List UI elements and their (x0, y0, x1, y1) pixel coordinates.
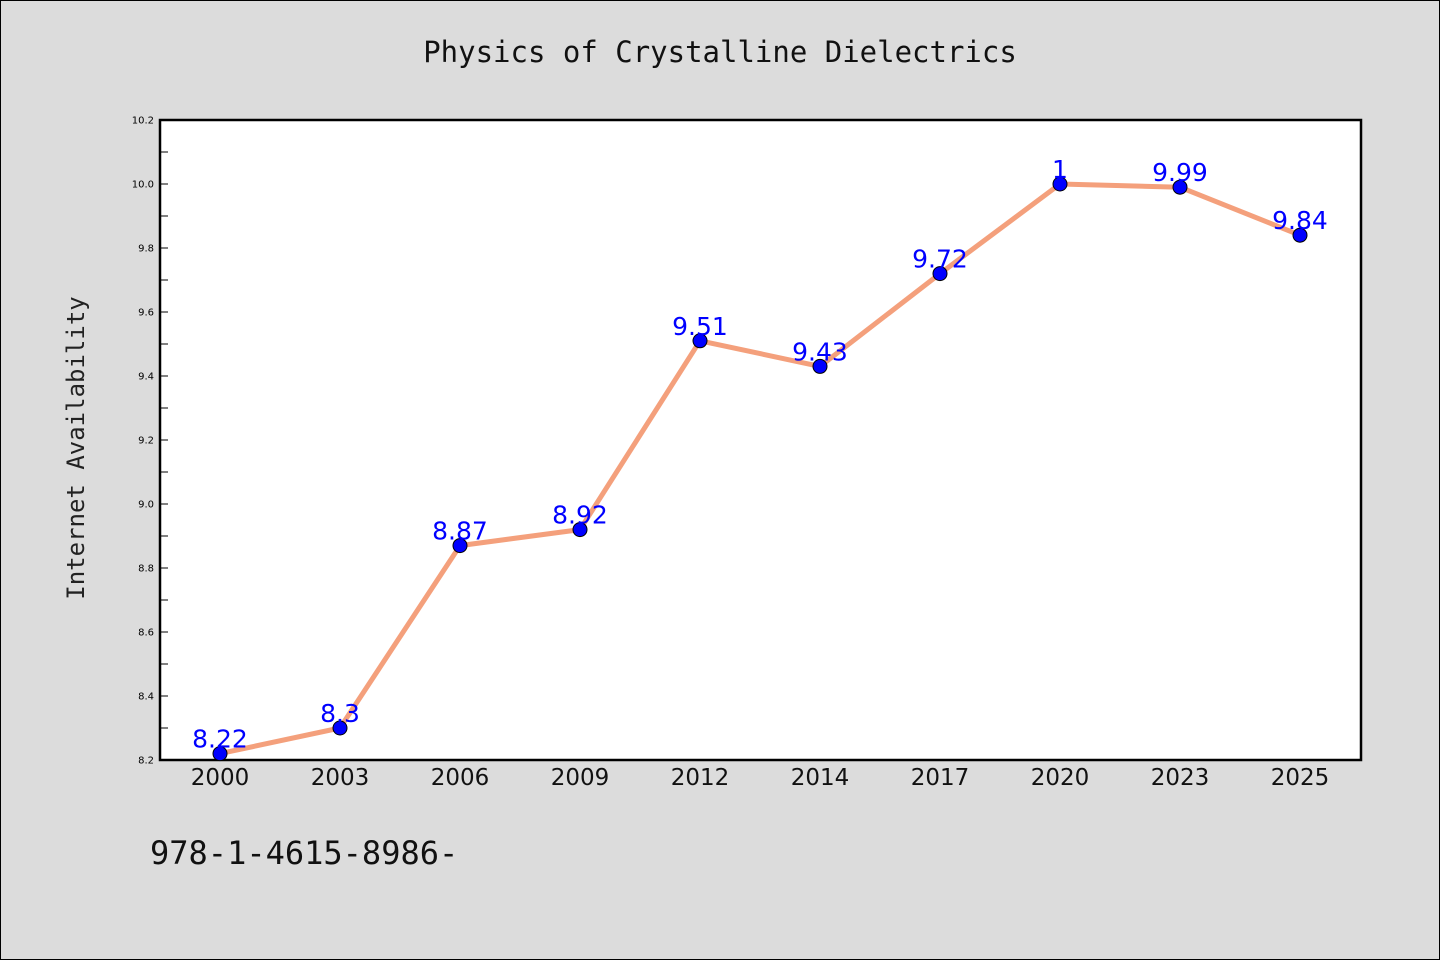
data-label: 9.72 (912, 245, 968, 274)
y-tick-label: 10.2 (132, 116, 154, 127)
data-point (1172, 179, 1188, 195)
y-tick-label: 9.8 (138, 244, 154, 255)
y-tick-label: 10.0 (132, 180, 154, 191)
y-tick-label: 9.2 (138, 436, 154, 447)
x-tick-label: 2014 (791, 765, 850, 791)
chart-title: Physics of Crystalline Dielectrics (423, 35, 1017, 69)
data-label: 1 (1052, 155, 1068, 184)
data-point (332, 720, 348, 736)
x-tick-label: 2023 (1151, 765, 1210, 791)
data-point (572, 522, 588, 538)
series-group: 8.22 8.3 8.87 8.92 9.51 9.43 9.72 1 9.99 9.84 (192, 155, 1328, 762)
data-label: 8.92 (552, 501, 608, 530)
plot-area (158, 118, 1363, 762)
x-tick-label: 2025 (1271, 765, 1330, 791)
data-point (452, 538, 468, 554)
data-label: 9.51 (672, 312, 728, 341)
x-tick-label: 2000 (191, 765, 250, 791)
data-point (692, 333, 708, 349)
data-point (932, 266, 948, 282)
data-label: 9.84 (1272, 206, 1328, 235)
x-tick-label: 2017 (911, 765, 970, 791)
data-point (1052, 176, 1068, 192)
isbn-footer: 978-1-4615-8986- (150, 834, 458, 872)
y-tick-label: 9.4 (138, 372, 154, 383)
x-axis: 2000 2003 2006 2009 2012 2014 2017 2020 2023 2025 (191, 765, 1330, 791)
data-point (812, 358, 828, 374)
data-label: 9.43 (792, 337, 848, 366)
y-tick-label: 9.0 (138, 500, 154, 511)
y-axis: 8.2 8.4 8.6 8.8 9.0 9.2 9.4 9.6 9.8 10.0 10.2 (132, 116, 168, 767)
data-label: 8.22 (192, 725, 248, 754)
series-line (217, 181, 1303, 757)
data-label: 9.99 (1152, 158, 1208, 187)
y-axis-label: Internet Availability (62, 296, 90, 599)
x-tick-label: 2009 (551, 765, 610, 791)
data-label: 8.3 (320, 699, 360, 728)
data-point (1292, 227, 1308, 243)
x-tick-label: 2006 (431, 765, 490, 791)
data-point (212, 746, 228, 762)
y-tick-label: 9.6 (138, 308, 154, 319)
x-tick-label: 2012 (671, 765, 730, 791)
y-tick-label: 8.6 (138, 628, 154, 639)
data-label: 8.87 (432, 517, 488, 546)
x-tick-label: 2003 (311, 765, 370, 791)
x-tick-label: 2020 (1031, 765, 1090, 791)
y-tick-label: 8.4 (138, 692, 154, 703)
y-tick-label: 8.2 (138, 756, 154, 767)
y-tick-label: 8.8 (138, 564, 154, 575)
